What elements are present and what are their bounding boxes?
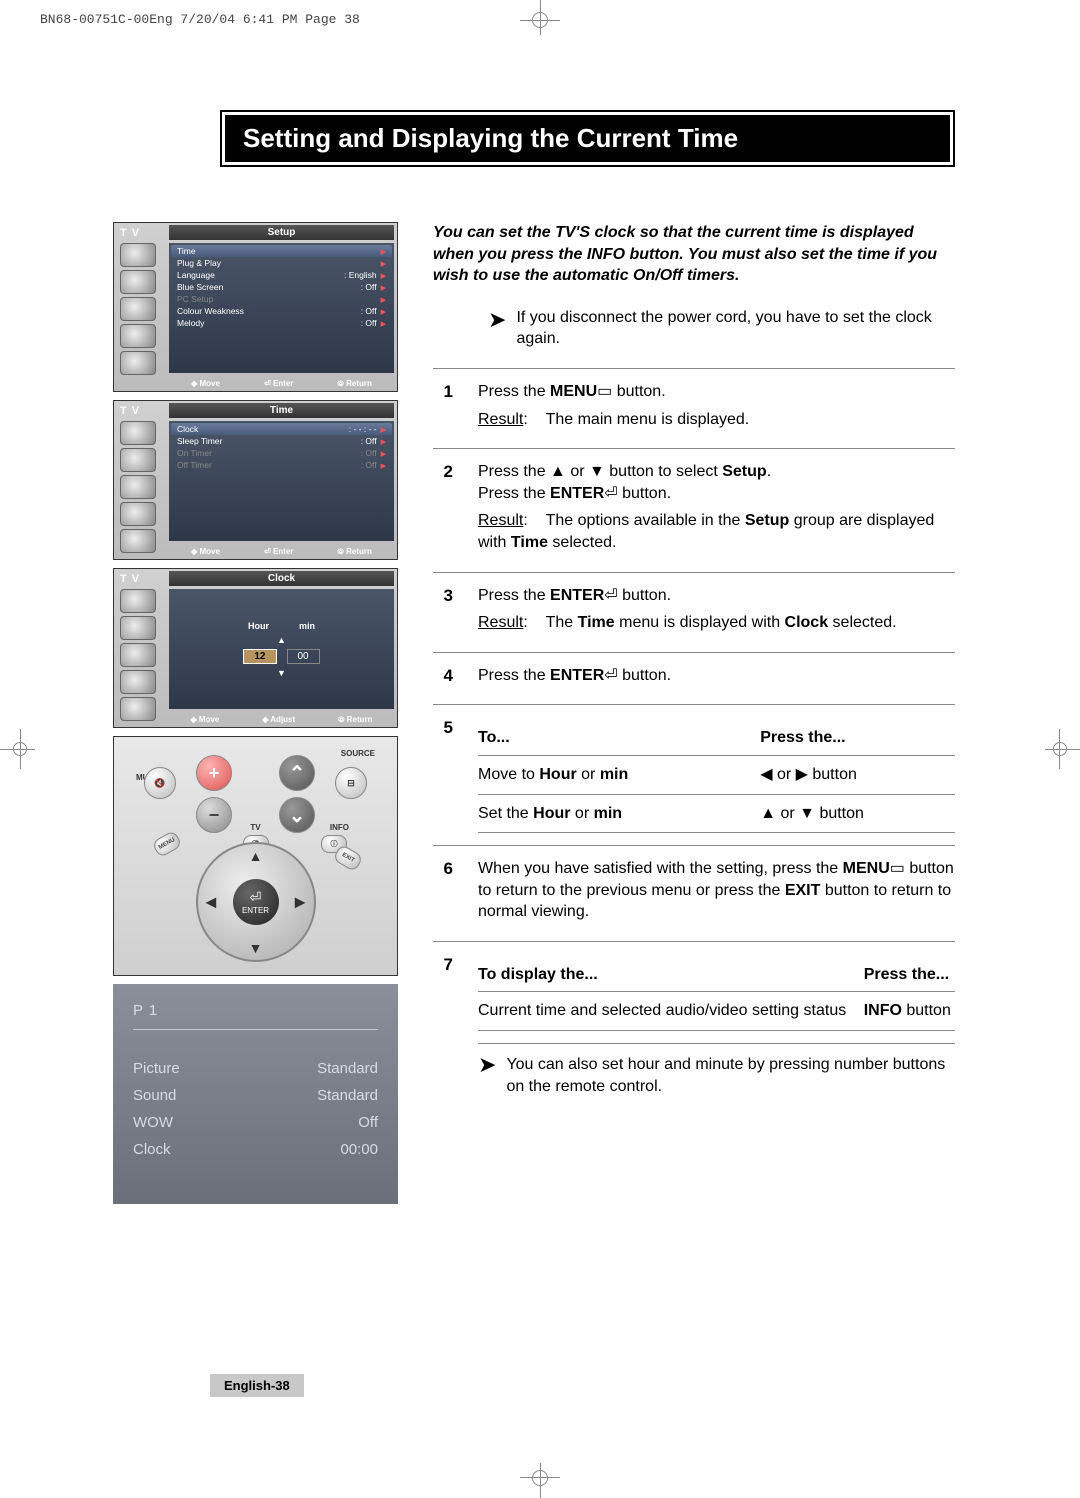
dpad-down[interactable]: ▼ xyxy=(249,940,263,956)
page: Setting and Displaying the Current Time … xyxy=(75,55,1005,1425)
menu-row: Time xyxy=(171,245,392,257)
menu-row: PC Setup xyxy=(171,293,392,305)
menu-footer: ◆ Move⏎ Enter⦾ Return xyxy=(169,547,394,557)
menu-row: Language: English xyxy=(171,269,392,281)
remote-control: SOURCE MUTE TV INFO 🔇 ⊟ + − ⎚ ⓘ MENU EXI… xyxy=(113,736,398,976)
info-row: SoundStandard xyxy=(133,1087,378,1104)
note: ➤ If you disconnect the power cord, you … xyxy=(488,307,955,350)
channel-down-button[interactable] xyxy=(279,797,315,833)
left-column: T V Setup TimePlug & PlayLanguage: Engli… xyxy=(113,222,398,1204)
step: 2Press the ▲ or ▼ button to select Setup… xyxy=(433,448,955,571)
steps-list: 1Press the MENU▭ button.Result: The main… xyxy=(433,368,955,1043)
page-title-box: Setting and Displaying the Current Time xyxy=(220,110,955,167)
menu-header: Clock xyxy=(169,571,394,586)
crop-mark-right xyxy=(1040,719,1080,779)
mute-button[interactable]: 🔇 xyxy=(144,767,176,799)
enter-button[interactable]: ⏎ ENTER xyxy=(233,879,279,925)
right-column: You can set the TV'S clock so that the c… xyxy=(433,222,1005,1204)
menu-header: Setup xyxy=(169,225,394,240)
menu-header: Time xyxy=(169,403,394,418)
menu-row: Melody: Off xyxy=(171,317,392,329)
menu-row: Plug & Play xyxy=(171,257,392,269)
step: 4Press the ENTER⏎ button. xyxy=(433,652,955,705)
menu-row: Sleep Timer: Off xyxy=(171,435,392,447)
crop-mark-left xyxy=(0,719,40,779)
info-row: WOWOff xyxy=(133,1114,378,1131)
info-row: PictureStandard xyxy=(133,1060,378,1077)
channel-up-button[interactable] xyxy=(279,755,315,791)
menu-body: Clock: - - : - -Sleep Timer: OffOn Timer… xyxy=(169,421,394,541)
note-arrow-icon: ➤ xyxy=(478,1054,496,1076)
crop-mark-top xyxy=(500,0,580,40)
foot-note-text: You can also set hour and minute by pres… xyxy=(506,1054,955,1097)
header-line: BN68-00751C-00Eng 7/20/04 6:41 PM Page 3… xyxy=(40,12,360,27)
hour-label: Hour xyxy=(248,621,269,631)
source-label: SOURCE xyxy=(341,749,375,758)
crop-mark-bottom xyxy=(500,1458,580,1498)
volume-up-button[interactable]: + xyxy=(196,755,232,791)
step: 6When you have satisfied with the settin… xyxy=(433,845,955,941)
menu-row: Colour Weakness: Off xyxy=(171,305,392,317)
channel-label: P 1 xyxy=(133,1002,378,1019)
info-label: INFO xyxy=(330,823,349,832)
hour-value: 12 xyxy=(243,649,276,664)
source-button[interactable]: ⊟ xyxy=(335,767,367,799)
step: 5To...Press the...Move to Hour or min◀ o… xyxy=(433,704,955,845)
dpad-left[interactable]: ◀ xyxy=(206,894,217,911)
tv-screenshot-time: T V Time Clock: - - : - -Sleep Timer: Of… xyxy=(113,400,398,560)
tv-screenshot-clock: T V Clock Hour min ▲ 12 00 xyxy=(113,568,398,728)
step: 1Press the MENU▭ button.Result: The main… xyxy=(433,368,955,448)
min-label: min xyxy=(299,621,315,631)
tv-label: TV xyxy=(250,823,260,832)
menu-footer: ◆ Move⏎ Enter⦾ Return xyxy=(169,379,394,389)
info-panel: P 1 PictureStandard SoundStandard WOWOff Cl… xyxy=(113,984,398,1204)
page-title: Setting and Displaying the Current Time xyxy=(225,115,950,162)
tv-label: T V xyxy=(120,573,140,585)
note-arrow-icon: ➤ xyxy=(488,309,506,331)
note-text: If you disconnect the power cord, you ha… xyxy=(516,307,955,350)
dpad-right[interactable]: ▶ xyxy=(295,894,306,911)
tv-label: T V xyxy=(120,405,140,417)
intro-text: You can set the TV'S clock so that the c… xyxy=(433,222,955,287)
step: 7To display the...Press the...Current ti… xyxy=(433,941,955,1043)
menu-row: Blue Screen: Off xyxy=(171,281,392,293)
info-row: Clock00:00 xyxy=(133,1141,378,1158)
tv-screenshot-setup: T V Setup TimePlug & PlayLanguage: Engli… xyxy=(113,222,398,392)
menu-body: TimePlug & PlayLanguage: EnglishBlue Scr… xyxy=(169,243,394,373)
min-value: 00 xyxy=(287,649,320,664)
dpad-up[interactable]: ▲ xyxy=(249,848,263,864)
dpad[interactable]: ▲ ▼ ◀ ▶ ⏎ ENTER xyxy=(196,842,316,962)
menu-row: On Timer: Off xyxy=(171,447,392,459)
step: 3Press the ENTER⏎ button.Result: The Tim… xyxy=(433,572,955,652)
menu-button[interactable]: MENU xyxy=(151,830,183,859)
tv-label: T V xyxy=(120,227,140,239)
menu-row: Clock: - - : - - xyxy=(171,423,392,435)
volume-down-button[interactable]: − xyxy=(196,797,232,833)
page-number: English-38 xyxy=(210,1374,304,1397)
foot-note: ➤ You can also set hour and minute by pr… xyxy=(478,1043,955,1097)
menu-row: Off Timer: Off xyxy=(171,459,392,471)
menu-footer: ◆ Move◆ Adjust⦾ Return xyxy=(169,715,394,725)
